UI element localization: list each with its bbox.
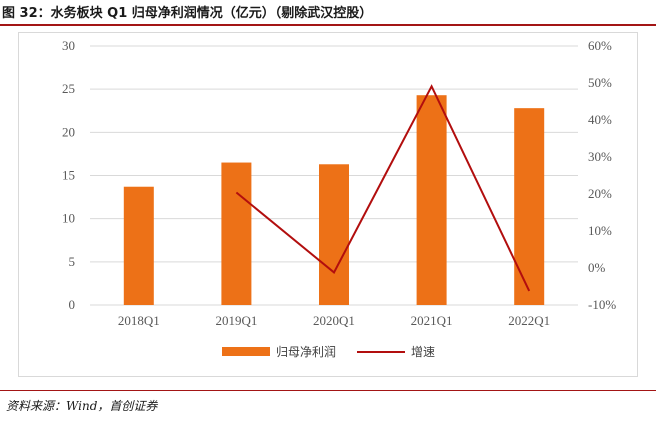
left-axis: 0 5 10 15 20 25 30 — [62, 38, 75, 312]
title-rule — [0, 24, 656, 26]
x-tick-label: 2020Q1 — [313, 313, 355, 328]
gridlines — [90, 45, 578, 306]
bar-2020Q1 — [319, 164, 349, 305]
right-axis: -10% 0% 10% 20% 30% 40% 50% 60% — [588, 38, 616, 312]
bar-2018Q1 — [123, 186, 154, 305]
source-note: 资料来源：Wind，首创证券 — [6, 399, 158, 413]
x-tick-label: 2022Q1 — [508, 313, 550, 328]
left-tick-label: 30 — [62, 38, 75, 53]
bar-2022Q1 — [514, 108, 545, 305]
legend: 归母净利润 增速 — [222, 345, 435, 359]
growth-line — [235, 84, 531, 292]
right-tick-label: 60% — [588, 38, 612, 53]
x-tick-label: 2019Q1 — [215, 313, 257, 328]
right-tick-label: 10% — [588, 223, 612, 238]
x-tick-label: 2021Q1 — [411, 313, 453, 328]
right-tick-label: 30% — [588, 149, 612, 164]
legend-bar-swatch — [222, 347, 270, 356]
bar-2021Q1 — [416, 95, 447, 306]
left-tick-label: 5 — [69, 254, 76, 269]
line-series — [235, 84, 531, 292]
bar-2019Q1 — [221, 162, 252, 305]
bar-series — [123, 95, 545, 306]
left-tick-label: 25 — [62, 81, 75, 96]
right-tick-label: 20% — [588, 186, 612, 201]
legend-bar-label: 归母净利润 — [276, 345, 336, 359]
left-tick-label: 20 — [62, 124, 75, 139]
figure-title: 图 32：水务板块 Q1 归母净利润情况（亿元）（剔除武汉控股） — [2, 6, 373, 21]
right-tick-label: 40% — [588, 112, 612, 127]
left-tick-label: 0 — [69, 297, 76, 312]
right-tick-label: 50% — [588, 75, 612, 90]
legend-line-label: 增速 — [411, 345, 435, 359]
left-tick-label: 10 — [62, 211, 75, 226]
chart-frame — [18, 32, 638, 377]
x-tick-label: 2018Q1 — [118, 313, 160, 328]
source-rule — [0, 390, 656, 391]
x-axis: 2018Q1 2019Q1 2020Q1 2021Q1 2022Q1 — [118, 313, 550, 328]
right-tick-label: -10% — [588, 297, 616, 312]
left-tick-label: 15 — [62, 168, 75, 183]
right-tick-label: 0% — [588, 260, 606, 275]
